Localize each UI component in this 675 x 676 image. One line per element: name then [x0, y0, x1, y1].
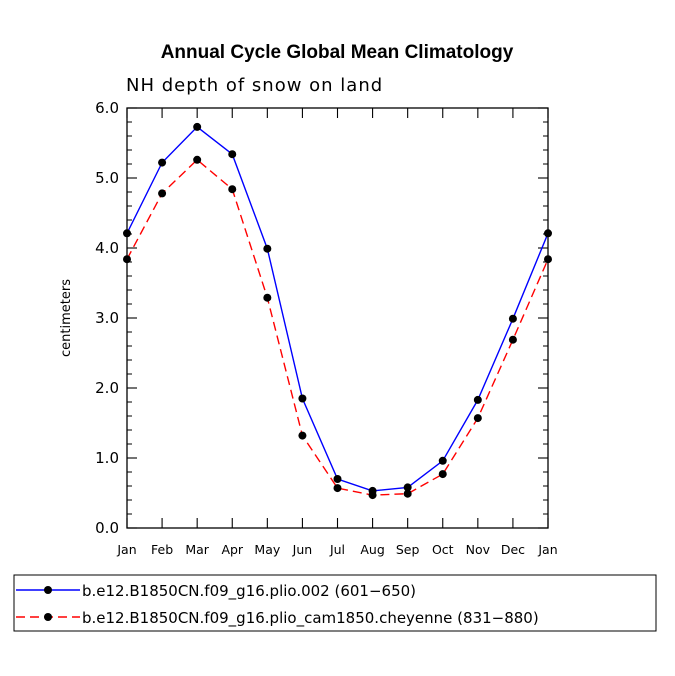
series-2-point	[508, 335, 517, 344]
x-tick-label: Aug	[360, 542, 384, 557]
chart-title: Annual Cycle Global Mean Climatology	[161, 42, 514, 63]
series-1-point	[403, 483, 412, 492]
legend-entry-1: b.e12.B1850CN.f09_g16.plio.002 (601−650)	[82, 582, 416, 601]
x-tick-label: Apr	[221, 542, 243, 557]
x-tick-label: Jan	[116, 542, 136, 557]
series-line-2	[126, 158, 549, 496]
y-tick-label: 5.0	[95, 169, 119, 187]
plot-frame	[126, 107, 549, 529]
legend-swatch-marker-2	[44, 613, 52, 621]
legend-entry-2: b.e12.B1850CN.f09_g16.plio_cam1850.cheye…	[82, 609, 539, 628]
legend-box	[13, 574, 657, 632]
series-2-point	[158, 189, 167, 198]
series-1-point	[158, 158, 167, 167]
series-2-point	[228, 185, 237, 194]
y-tick-label: 0.0	[95, 519, 119, 537]
legend: b.e12.B1850CN.f09_g16.plio.002 (601−650)…	[13, 574, 657, 632]
series-2-point	[333, 484, 342, 493]
series-2-point	[123, 255, 131, 264]
series-line-1	[126, 125, 549, 492]
x-tick-label: May	[254, 542, 280, 557]
series-1-point	[298, 394, 307, 403]
x-tick-label: Mar	[185, 542, 209, 557]
series-1-point	[228, 150, 237, 159]
legend-swatch-marker-1	[44, 586, 52, 594]
y-tick-label: 1.0	[95, 449, 119, 467]
series-2-point	[544, 255, 552, 264]
series-1-point	[508, 314, 517, 323]
series-2-point	[438, 470, 447, 479]
series-2-point	[403, 489, 412, 498]
series-1-point	[333, 475, 342, 483]
series-2-point	[298, 431, 307, 440]
x-tick-label: Jan	[537, 542, 557, 557]
y-tick-label: 6.0	[95, 99, 119, 117]
x-tick-label: Feb	[151, 542, 173, 557]
series-2-point	[368, 491, 377, 500]
x-tick-label: Sep	[396, 542, 420, 557]
series-1-point	[263, 244, 272, 253]
plot-area: 0.0 1.0 2.0 3.0 4.0 5.0 6.0 Jan Feb Mar Apr May Jun J…	[95, 99, 558, 557]
series-1-point	[193, 122, 202, 131]
x-tick-label: Dec	[501, 542, 525, 557]
x-tick-label: Jun	[292, 542, 313, 557]
x-tick-label: Oct	[432, 542, 454, 557]
y-axis-label: centimeters	[59, 279, 74, 357]
series-1-point	[544, 229, 552, 238]
y-tick-label: 2.0	[95, 379, 119, 397]
series-2-point	[473, 414, 482, 423]
y-tick-label: 3.0	[95, 309, 119, 327]
series-1-point	[473, 395, 482, 404]
x-tick-label: Nov	[466, 542, 491, 557]
chart-subtitle: NH depth of snow on land	[126, 75, 383, 96]
x-tick-label: Jul	[329, 542, 345, 557]
series-2-point	[263, 293, 272, 302]
y-tick-label: 4.0	[95, 239, 119, 257]
series-1-point	[438, 456, 447, 465]
series-1-point	[123, 229, 131, 238]
series-2-point	[193, 155, 202, 164]
